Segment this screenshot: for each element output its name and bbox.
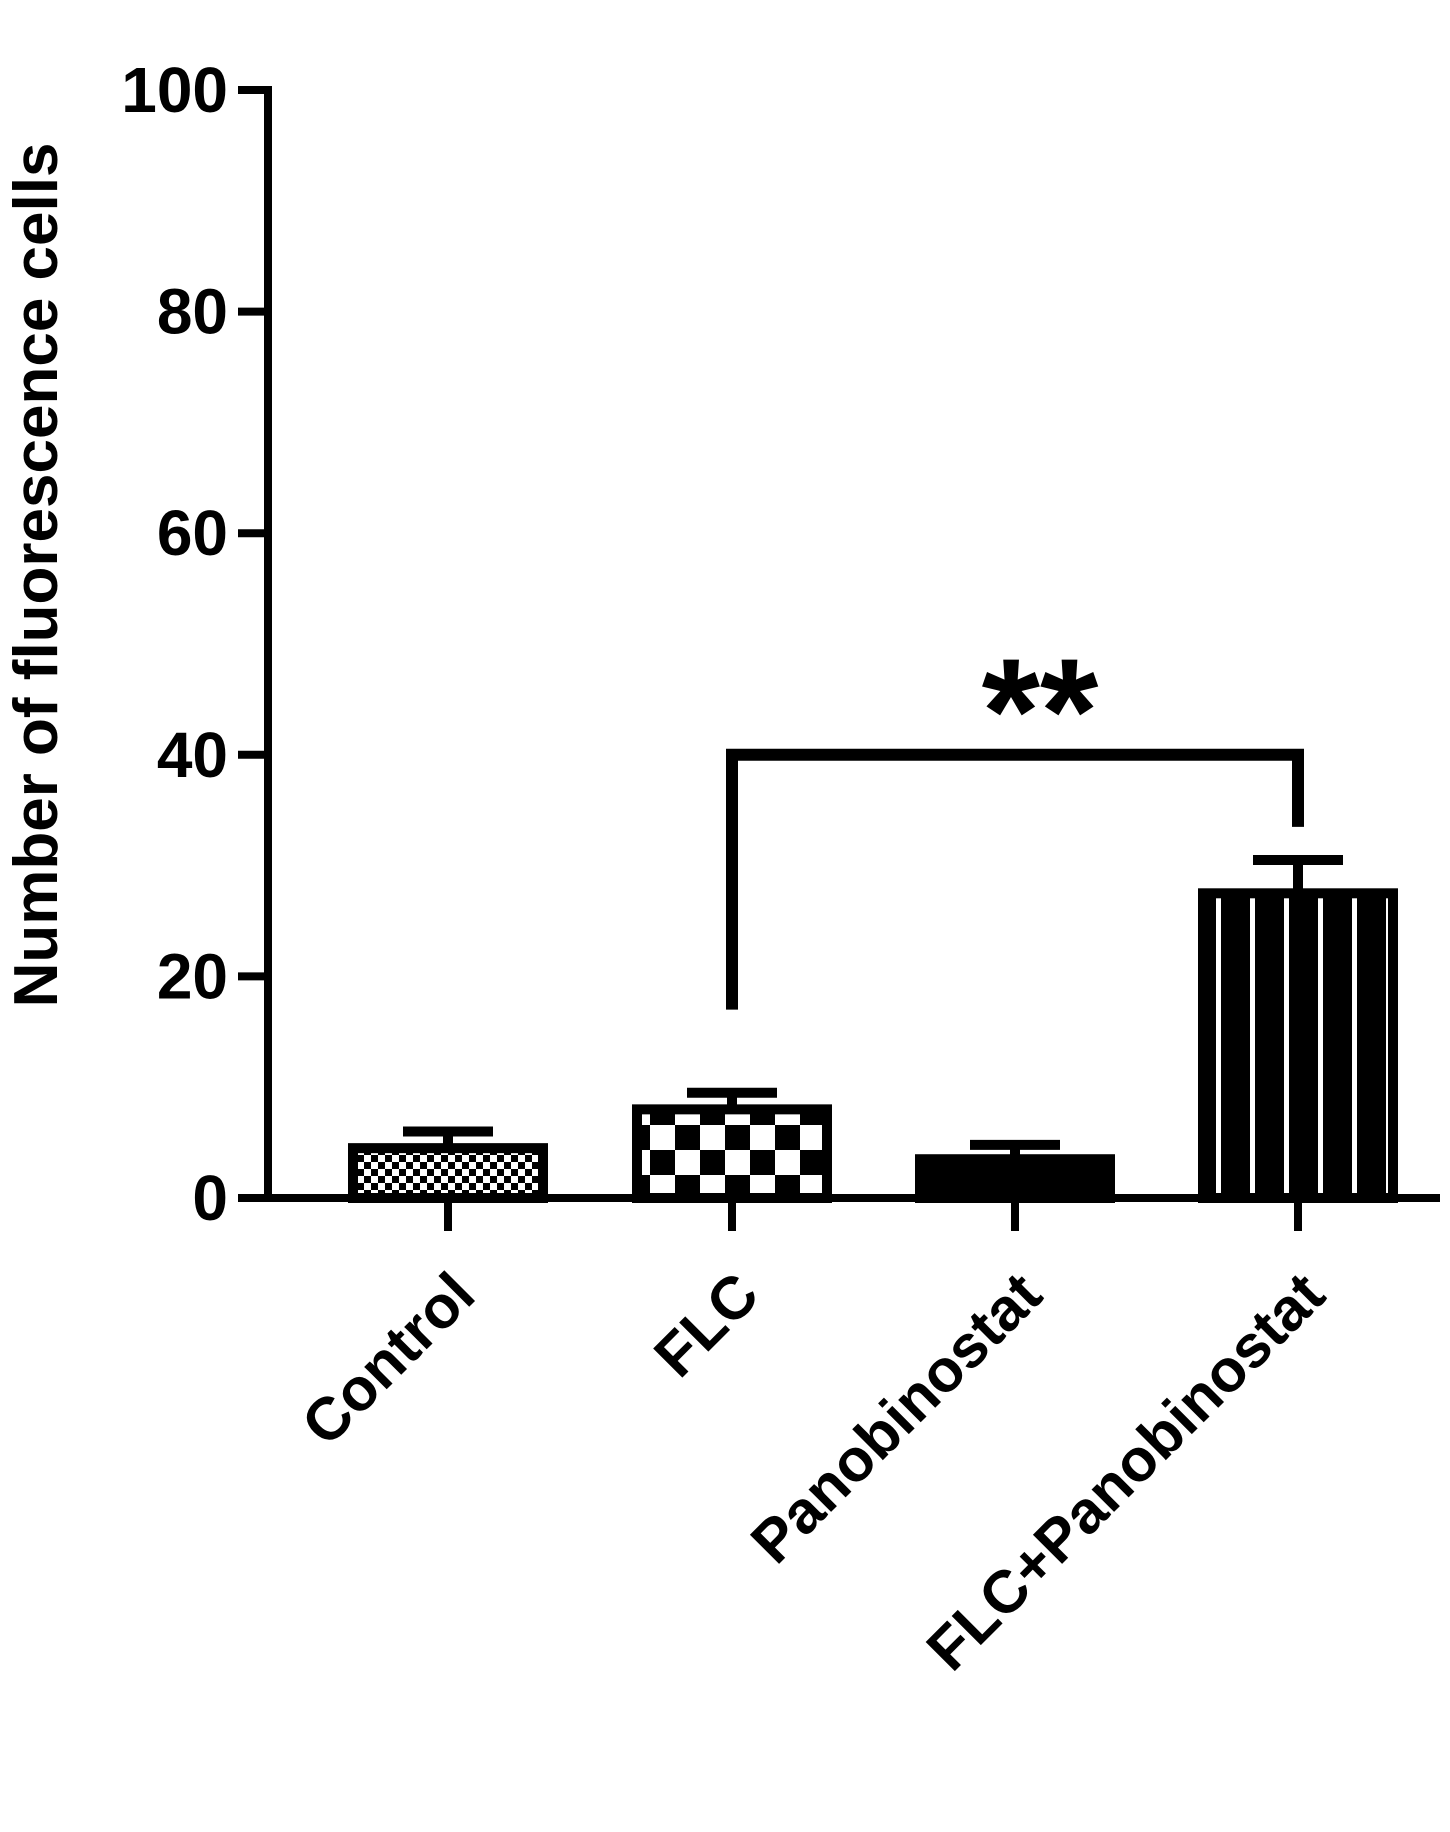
significance-bracket: **: [726, 627, 1304, 1010]
x-tick-label: Panobinostat: [738, 1260, 1054, 1576]
bar-panobinostat: [915, 1154, 1115, 1203]
x-tick-label: FLC: [641, 1260, 771, 1390]
bars: [348, 888, 1398, 1204]
bar-flc-panobinostat: [1198, 888, 1398, 1203]
y-tick-label: 60: [157, 497, 228, 569]
bar-control: [348, 1143, 548, 1204]
y-tick-label: 40: [157, 719, 228, 791]
bar-flc: [632, 1104, 832, 1203]
y-tick-label: 0: [192, 1162, 228, 1234]
y-tick-label: 100: [121, 54, 228, 126]
significance-label: **: [982, 627, 1099, 795]
y-axis-label: Number of fluorescence cells: [2, 143, 71, 1008]
error-bars: [403, 855, 1343, 1160]
y-tick-label: 20: [157, 940, 228, 1012]
y-tick-label: 80: [157, 276, 228, 348]
x-tick-label: Control: [289, 1260, 487, 1458]
